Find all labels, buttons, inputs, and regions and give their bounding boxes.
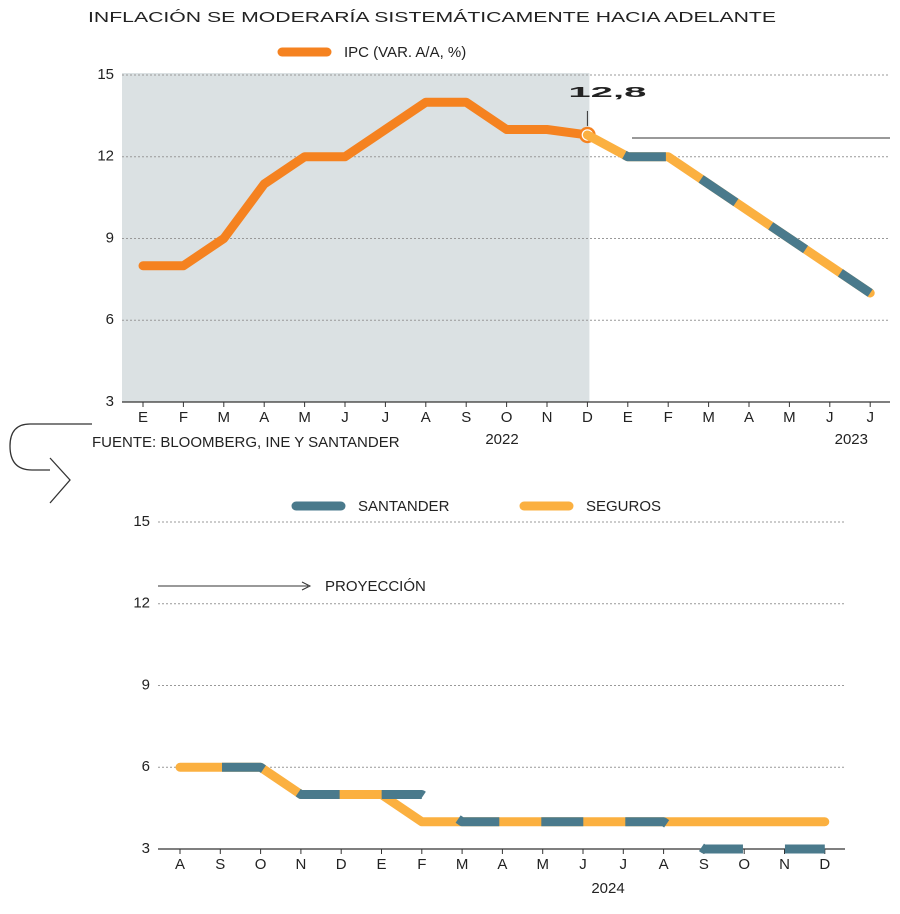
x-tick-label: F (417, 856, 426, 873)
year-label: 2024 (591, 880, 624, 897)
x-tick-label: A (744, 409, 754, 426)
year-label: 2023 (835, 431, 868, 448)
projection-arrow-head (301, 581, 312, 591)
x-tick-label: M (456, 856, 469, 873)
source: FUENTE: BLOOMBERG, INE Y SANTANDER (92, 434, 400, 451)
x-tick-label: A (659, 856, 669, 873)
x-tick-label: J (382, 409, 390, 426)
x-tick-label: M (702, 409, 715, 426)
series-line (585, 130, 873, 297)
x-tick-label: D (819, 856, 830, 873)
x-tick-label: O (738, 856, 750, 873)
x-tick-label: A (497, 856, 507, 873)
legend-label: SEGUROS (586, 498, 661, 515)
y-tick-label: 9 (106, 229, 114, 246)
legend-label: IPC (VAR. A/A, %) (344, 44, 466, 61)
decor-arrow (9, 423, 92, 504)
x-tick-label: A (421, 409, 431, 426)
x-tick-label: J (866, 409, 874, 426)
y-tick-label: 12 (97, 148, 114, 165)
x-tick-label: N (295, 856, 306, 873)
chart-title: INFLACIÓN SE MODERARÍA SISTEMÁTICAMENTE … (88, 9, 776, 26)
x-tick-label: O (501, 409, 513, 426)
x-tick-label: A (175, 856, 185, 873)
x-tick-label: E (138, 409, 148, 426)
x-tick-label: M (783, 409, 796, 426)
series-line (175, 762, 830, 827)
x-tick-label: D (582, 409, 593, 426)
y-tick-label: 15 (133, 513, 150, 530)
x-tick-label: F (664, 409, 673, 426)
y-tick-label: 3 (142, 840, 150, 857)
x-tick-label: N (779, 856, 790, 873)
x-tick-label: S (461, 409, 471, 426)
x-tick-label: E (623, 409, 633, 426)
x-tick-label: F (179, 409, 188, 426)
x-tick-label: S (699, 856, 709, 873)
annotation: PROYECCIÓN (325, 578, 426, 595)
x-tick-label: J (826, 409, 834, 426)
year-label: 2022 (485, 431, 518, 448)
x-tick-label: N (542, 409, 553, 426)
y-tick-label: 6 (142, 758, 150, 775)
series-line (180, 762, 825, 854)
y-tick-label: 15 (97, 66, 114, 83)
legend-label: SANTANDER (358, 498, 450, 515)
value-label: 12,8 (568, 84, 646, 101)
y-tick-label: 6 (106, 311, 114, 328)
x-tick-label: D (336, 856, 347, 873)
y-tick-label: 9 (142, 676, 150, 693)
x-tick-label: M (218, 409, 231, 426)
x-tick-label: J (579, 856, 587, 873)
x-tick-label: M (298, 409, 311, 426)
y-tick-label: 3 (106, 393, 114, 410)
x-tick-label: A (259, 409, 269, 426)
series-line (138, 97, 592, 271)
x-tick-label: E (376, 856, 386, 873)
x-tick-label: M (536, 856, 549, 873)
x-tick-label: O (255, 856, 267, 873)
y-tick-label: 12 (133, 595, 150, 612)
x-tick-label: J (620, 856, 628, 873)
x-tick-label: S (215, 856, 225, 873)
history-shade (122, 73, 590, 402)
x-tick-label: J (341, 409, 349, 426)
